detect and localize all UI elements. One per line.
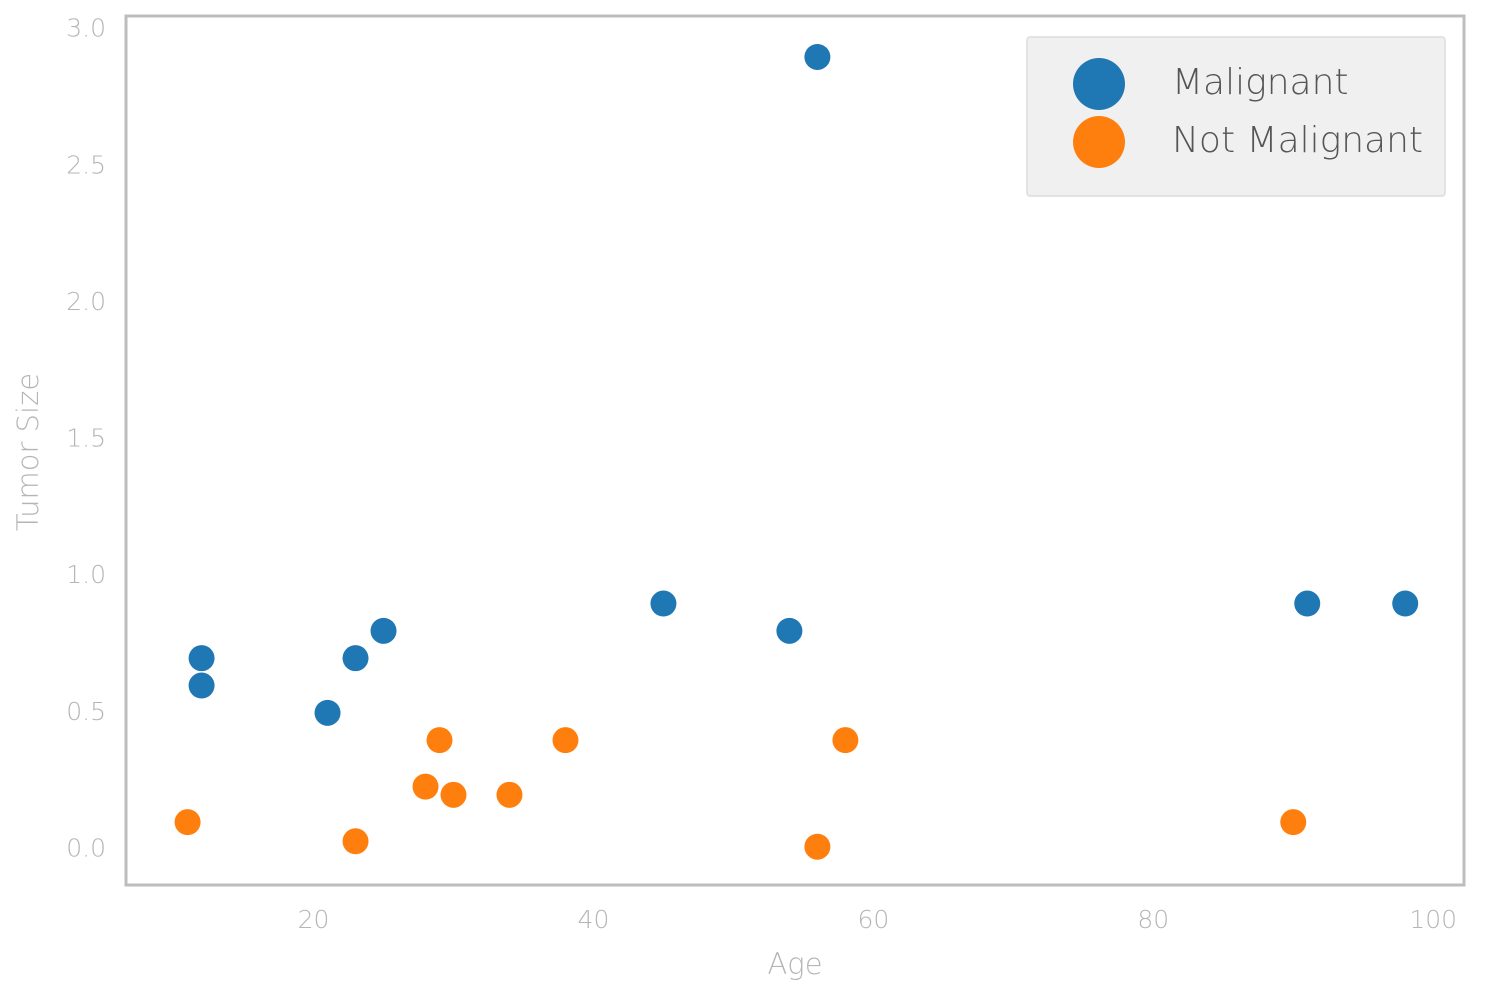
point <box>552 727 579 754</box>
y-tick-label: 1.5 <box>66 424 106 453</box>
point <box>1280 809 1307 836</box>
legend-marker <box>1073 116 1125 168</box>
point <box>776 617 803 644</box>
point <box>370 617 397 644</box>
point <box>496 781 523 808</box>
point <box>1294 590 1321 617</box>
x-tick-label: 60 <box>857 905 889 934</box>
point <box>832 727 859 754</box>
point <box>650 590 677 617</box>
x-tick-label: 20 <box>298 905 330 934</box>
point <box>804 43 831 70</box>
legend-box <box>1026 36 1446 197</box>
point <box>440 781 467 808</box>
legend-label: Malignant <box>1172 62 1349 103</box>
y-tick-label: 0.0 <box>66 833 106 862</box>
y-tick-label: 2.5 <box>66 150 106 179</box>
point <box>314 699 341 726</box>
y-tick-label: 1.0 <box>66 560 106 589</box>
point <box>188 672 215 699</box>
y-tick-label: 2.0 <box>66 287 106 316</box>
x-tick-label: 100 <box>1409 905 1457 934</box>
point <box>1392 590 1419 617</box>
point <box>342 828 369 855</box>
point <box>412 773 439 800</box>
legend-marker <box>1073 58 1125 110</box>
x-tick-label: 80 <box>1137 905 1169 934</box>
y-axis-label: Tumor Size <box>11 373 45 531</box>
y-tick-label: 0.5 <box>66 697 106 726</box>
point <box>342 645 369 672</box>
point <box>426 727 453 754</box>
legend-label: Not Malignant <box>1172 120 1423 161</box>
point <box>804 833 831 860</box>
point <box>174 809 201 836</box>
point <box>188 645 215 672</box>
x-axis-label: Age <box>767 947 822 981</box>
y-tick-label: 3.0 <box>66 14 106 43</box>
x-tick-label: 40 <box>578 905 610 934</box>
